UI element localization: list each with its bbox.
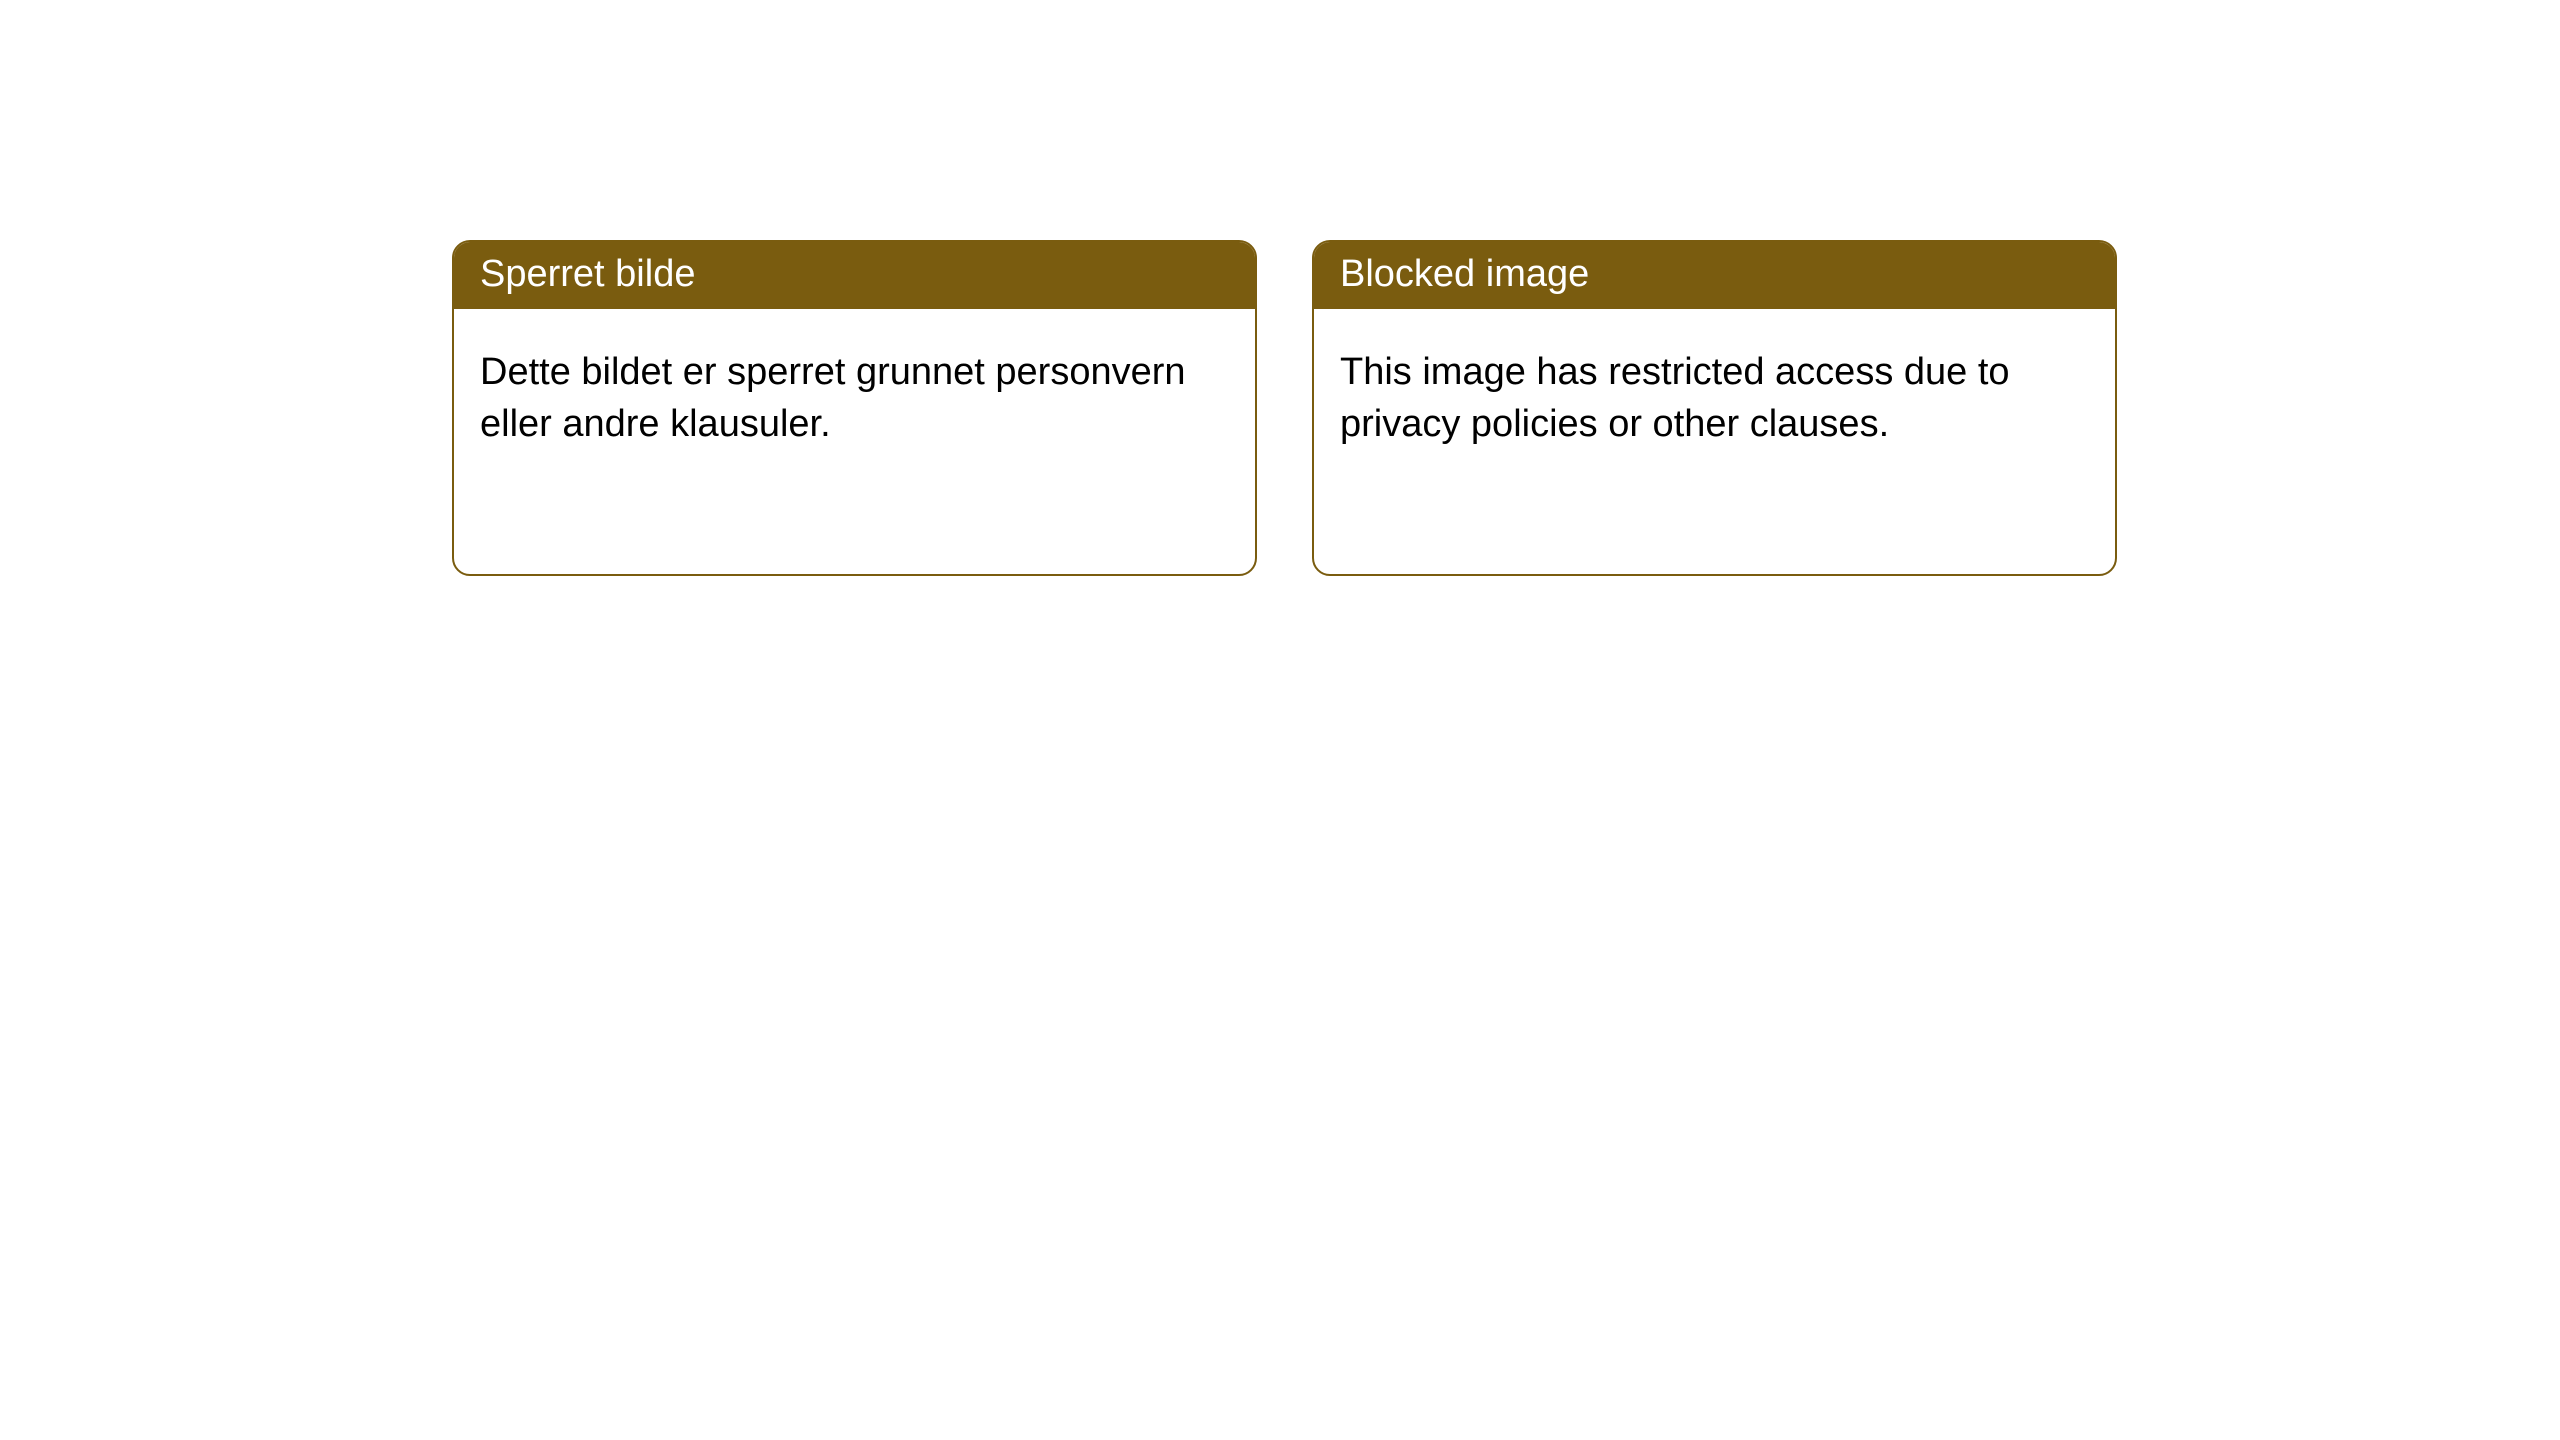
notice-card-english: Blocked image This image has restricted … [1312, 240, 2117, 576]
notice-header: Sperret bilde [454, 242, 1255, 309]
notice-card-norwegian: Sperret bilde Dette bildet er sperret gr… [452, 240, 1257, 576]
notice-header: Blocked image [1314, 242, 2115, 309]
notice-body: Dette bildet er sperret grunnet personve… [454, 309, 1255, 476]
notice-container: Sperret bilde Dette bildet er sperret gr… [0, 0, 2560, 576]
notice-body: This image has restricted access due to … [1314, 309, 2115, 476]
